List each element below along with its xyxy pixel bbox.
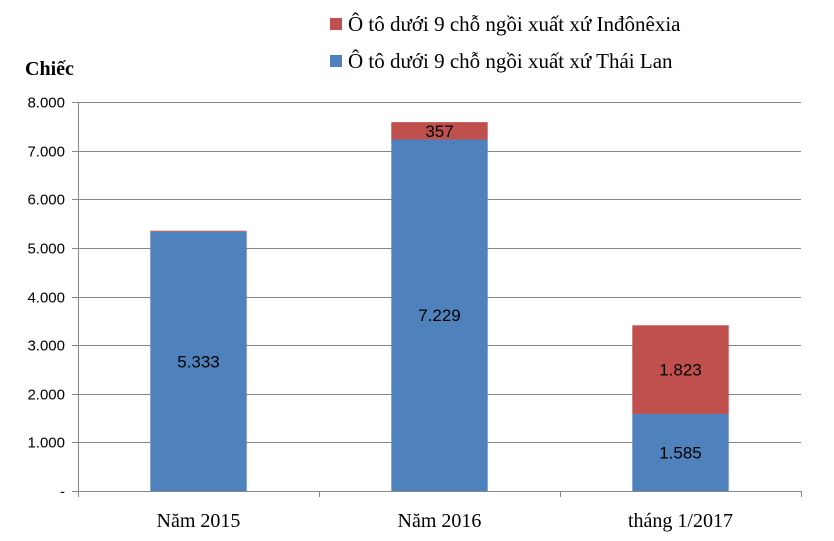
y-tick-label: 1.000 [27,435,65,452]
y-tick-label: 4.000 [27,290,65,307]
bar-segment-indonesia [632,325,729,414]
legend-swatch [330,18,342,30]
y-tick-label: 8.000 [27,95,65,112]
legend: Ô tô dưới 9 chỗ ngồi xuất xứ Inđônêxia Ô … [330,12,681,73]
bar-segment-thailand [391,139,488,491]
bar-segment-thailand [150,231,247,492]
x-tick-label: tháng 1/2017 [628,510,733,532]
y-tick-label: 3.000 [27,338,65,355]
x-tick-label: Năm 2015 [157,510,241,532]
y-tick-label: 7.000 [27,144,65,161]
bar-segment-thailand [632,413,729,491]
axes: - 1.000 2.000 3.000 4.000 5.000 6.000 7.000 8.00… [27,95,802,532]
data-label: 357 [425,122,453,141]
bar-segment-indonesia [150,230,247,232]
data-label: 5.333 [177,352,220,371]
y-axis-label: Chiếc [25,58,74,80]
data-labels: 5.333 7.229 357 1.585 1.823 [177,122,702,463]
y-tick-label: - [60,484,65,501]
data-label: 1.823 [659,361,702,380]
y-tick-label: 6.000 [27,192,65,209]
legend-entry: Ô tô dưới 9 chỗ ngồi xuất xứ Inđônêxia [348,12,681,36]
legend-entry: Ô tô dưới 9 chỗ ngồi xuất xứ Thái Lan [348,49,673,73]
y-tick-label: 5.000 [27,241,65,258]
data-label: 1.585 [659,443,702,462]
bar-segment-indonesia [391,122,488,140]
bars [150,122,729,492]
y-tick-label: 2.000 [27,387,65,404]
data-label: 7.229 [418,306,461,325]
legend-swatch [330,55,342,67]
x-tick-label: Năm 2016 [398,510,482,532]
